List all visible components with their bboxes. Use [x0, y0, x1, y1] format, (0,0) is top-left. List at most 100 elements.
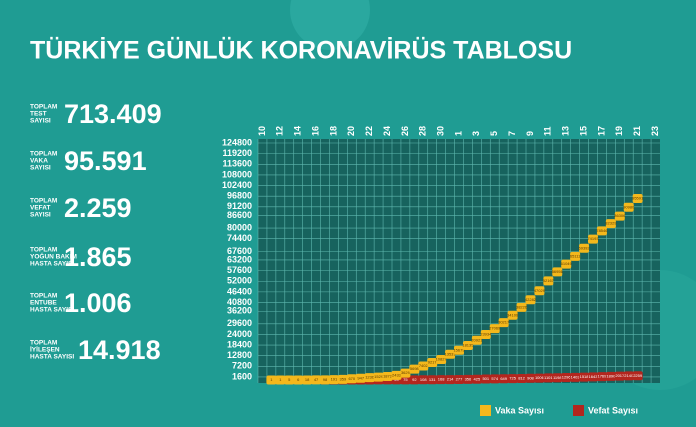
data-point	[596, 226, 607, 236]
x-tick-label: 17	[596, 126, 606, 136]
data-point	[436, 375, 447, 385]
stat-value: 1.006	[64, 288, 132, 318]
x-tick-label: 10	[257, 126, 267, 136]
stat-value: 1.865	[64, 242, 132, 272]
stat-label: HASTA SAYISI	[30, 307, 74, 314]
y-tick-label: 124800	[222, 137, 252, 147]
data-label: 69392	[579, 245, 591, 250]
legend-swatch	[573, 405, 584, 416]
data-label: 1101	[544, 375, 553, 380]
stat-label: SAYISI	[30, 118, 51, 125]
x-tick-label: 5	[489, 131, 499, 136]
data-point	[391, 370, 402, 380]
x-tick-label: 22	[364, 126, 374, 136]
data-point	[346, 374, 357, 384]
data-label: 6	[297, 377, 300, 382]
data-point	[623, 202, 634, 212]
data-label: 23934	[480, 332, 492, 337]
x-tick-label: 21	[632, 126, 642, 136]
stat-label: TOPLAM	[30, 104, 57, 111]
y-tick-label: 24000	[227, 329, 252, 339]
stat-label: HASTA SAYISI	[30, 354, 74, 361]
stat-label: ENTUBE	[30, 300, 57, 307]
data-label: 168	[438, 377, 445, 382]
x-tick-label: 12	[275, 126, 285, 136]
x-tick-label: 13	[561, 126, 571, 136]
data-point	[436, 354, 447, 364]
y-tick-label: 18400	[227, 339, 252, 349]
data-label: 95591	[632, 196, 644, 201]
data-label: 1643	[589, 374, 599, 379]
data-label: 1529	[374, 374, 384, 379]
data-point	[596, 372, 607, 382]
data-point	[302, 375, 313, 385]
x-tick-label: 19	[614, 126, 624, 136]
stat-value: 2.259	[64, 193, 132, 223]
decoration	[290, 0, 370, 50]
data-point	[462, 374, 473, 384]
data-label: 56956	[552, 269, 564, 274]
data-point	[364, 373, 375, 383]
data-point	[320, 375, 330, 385]
y-tick-label: 86600	[227, 210, 252, 220]
data-label: 1518	[580, 374, 590, 379]
x-tick-label: 26	[400, 126, 410, 136]
data-point	[293, 375, 304, 385]
data-point	[507, 374, 518, 384]
x-tick-label: 11	[543, 126, 553, 136]
data-label: 1769	[597, 374, 607, 379]
data-point	[561, 373, 572, 383]
data-point	[543, 276, 554, 286]
data-point	[614, 371, 625, 381]
stat-label: SAYISI	[30, 165, 51, 172]
data-point	[498, 318, 509, 328]
data-label: 501	[482, 376, 489, 381]
data-point	[337, 374, 348, 384]
data-label: 2017	[615, 373, 625, 378]
data-label: 3629	[401, 370, 411, 375]
y-tick-label: 119200	[222, 148, 252, 158]
data-point	[445, 349, 456, 359]
y-tick-label: 12800	[227, 350, 252, 360]
data-point	[409, 375, 420, 385]
data-label: 18	[305, 377, 310, 382]
data-point	[454, 374, 464, 384]
data-point	[605, 371, 616, 381]
data-label: 7402	[419, 363, 429, 368]
data-label: 65111	[570, 253, 581, 258]
stat-label: TOPLAM	[30, 198, 57, 205]
data-label: 425	[474, 376, 481, 381]
data-point	[516, 302, 527, 312]
data-point	[471, 335, 482, 345]
y-tick-label: 102400	[222, 180, 252, 190]
data-point	[462, 341, 473, 351]
stat-label: YOĞUN BAKIM	[30, 252, 77, 261]
data-point	[579, 372, 590, 382]
data-label: 13531	[445, 351, 457, 356]
data-label: 34109	[507, 312, 519, 317]
data-point	[418, 375, 429, 385]
y-tick-label: 80000	[227, 222, 252, 232]
stat-label: SAYISI	[30, 212, 51, 219]
data-point	[570, 251, 581, 261]
y-tick-label: 1600	[232, 371, 252, 381]
y-tick-label: 96800	[227, 191, 252, 201]
data-label: 5	[288, 377, 291, 382]
data-label: 82329	[605, 221, 617, 226]
data-label: 47029	[534, 288, 546, 293]
y-tick-label: 74400	[227, 233, 252, 243]
y-tick-label: 57600	[227, 265, 252, 275]
x-tick-label: 18	[328, 126, 338, 136]
x-tick-label: 30	[436, 126, 446, 136]
data-label: 92	[412, 377, 417, 382]
data-label: 2433	[392, 372, 402, 377]
data-label: 108	[420, 377, 427, 382]
data-label: 1	[279, 377, 282, 382]
stat-label: TOPLAM	[30, 340, 57, 347]
data-point	[266, 375, 277, 385]
data-point	[605, 219, 616, 229]
data-point	[489, 324, 500, 334]
data-label: 47	[314, 377, 319, 382]
data-point	[311, 375, 322, 385]
x-tick-label: 24	[382, 126, 392, 136]
